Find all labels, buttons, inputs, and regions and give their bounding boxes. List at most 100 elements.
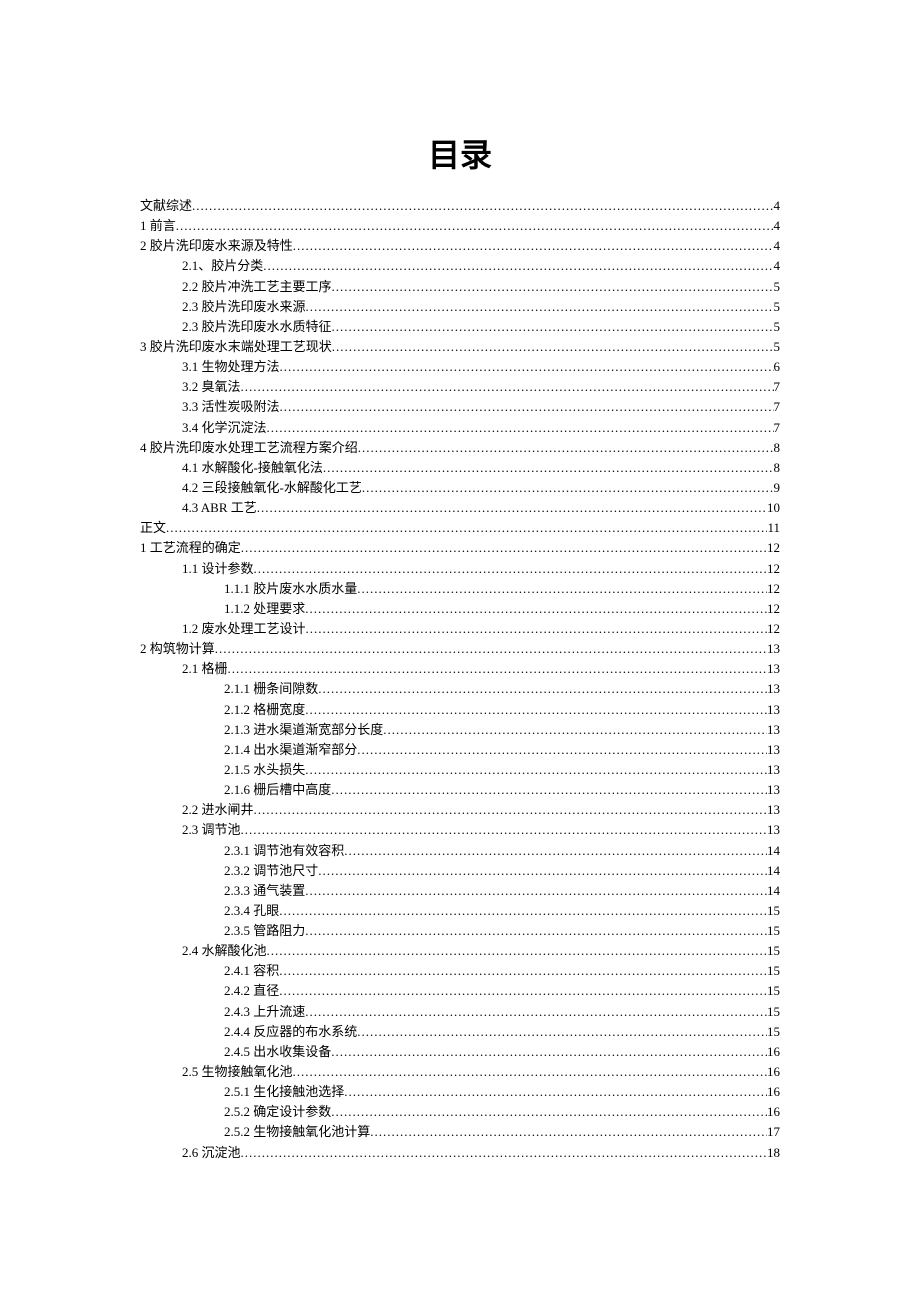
toc-entry-label: 正文 <box>140 518 166 538</box>
toc-entry-dots: ........................................… <box>318 861 767 881</box>
toc-entry-label: 1.1.2 处理要求 <box>224 599 305 619</box>
toc-entry: 2.2 胶片冲洗工艺主要工序..........................… <box>140 277 780 297</box>
toc-entry-dots: ........................................… <box>331 1042 767 1062</box>
toc-entry: 2.4.2 直径................................… <box>140 981 780 1001</box>
toc-entry-label: 4 胶片洗印废水处理工艺流程方案介绍 <box>140 438 358 458</box>
toc-entry-page: 15 <box>767 961 780 981</box>
toc-entry-label: 2.3.4 孔眼 <box>224 901 279 921</box>
toc-entry-page: 7 <box>774 397 781 417</box>
toc-entry: 2.1.3 进水渠道渐宽部分长度........................… <box>140 720 780 740</box>
toc-entry-dots: ........................................… <box>383 720 767 740</box>
toc-entry-page: 5 <box>774 317 781 337</box>
toc-entry-page: 9 <box>774 478 781 498</box>
toc-entry-label: 2.3 调节池 <box>182 820 241 840</box>
toc-entry-dots: ........................................… <box>166 518 767 538</box>
toc-entry-dots: ........................................… <box>357 1022 767 1042</box>
toc-entry-label: 2.1.1 栅条间隙数 <box>224 679 318 699</box>
toc-entry-dots: ........................................… <box>344 1082 767 1102</box>
toc-entry-label: 3 胶片洗印废水末端处理工艺现状 <box>140 337 332 357</box>
toc-entry-label: 2.5.1 生化接触池选择 <box>224 1082 344 1102</box>
toc-entry: 2.3 胶片洗印废水水质特征..........................… <box>140 317 780 337</box>
toc-entry: 1.2 废水处理工艺设计............................… <box>140 619 780 639</box>
toc-entry-page: 15 <box>767 901 780 921</box>
toc-entry-page: 14 <box>767 861 780 881</box>
toc-entry-dots: ........................................… <box>305 700 767 720</box>
toc-entry-label: 2.4.2 直径 <box>224 981 279 1001</box>
toc-entry-page: 15 <box>767 921 780 941</box>
toc-entry-dots: ........................................… <box>332 277 774 297</box>
toc-entry-label: 2.3 胶片洗印废水来源 <box>182 297 306 317</box>
toc-entry: 2.4 水解酸化池...............................… <box>140 941 780 961</box>
toc-entry-page: 7 <box>774 377 781 397</box>
toc-entry-page: 8 <box>774 438 781 458</box>
toc-entry-page: 13 <box>767 760 780 780</box>
toc-entry-label: 3.3 活性炭吸附法 <box>182 397 280 417</box>
toc-entry-page: 16 <box>767 1062 780 1082</box>
toc-entry-dots: ........................................… <box>293 236 774 256</box>
toc-entry-label: 2.3.3 通气装置 <box>224 881 305 901</box>
toc-entry: 2.3 胶片洗印废水来源............................… <box>140 297 780 317</box>
toc-entry: 2.1 格栅..................................… <box>140 659 780 679</box>
toc-entry-label: 2.2 进水闸井 <box>182 800 254 820</box>
toc-entry-dots: ........................................… <box>241 820 767 840</box>
toc-entry-page: 13 <box>767 639 780 659</box>
toc-entry-page: 13 <box>767 740 780 760</box>
toc-entry-page: 11 <box>767 518 780 538</box>
toc-entry: 3.4 化学沉淀法...............................… <box>140 418 780 438</box>
toc-entry-label: 3.1 生物处理方法 <box>182 357 280 377</box>
toc-entry-page: 15 <box>767 1002 780 1022</box>
toc-entry-page: 5 <box>774 277 781 297</box>
toc-entry-dots: ........................................… <box>305 921 767 941</box>
toc-entry-dots: ........................................… <box>215 639 767 659</box>
toc-entry-dots: ........................................… <box>267 941 767 961</box>
toc-entry-page: 7 <box>774 418 781 438</box>
toc-entry: 4.2 三段接触氧化-水解酸化工艺 ......................… <box>140 478 780 498</box>
toc-entry: 3.3 活性炭吸附法..............................… <box>140 397 780 417</box>
toc-entry-dots: ........................................… <box>323 458 774 478</box>
toc-list: 文献综述....................................… <box>140 196 780 1163</box>
toc-entry-dots: ........................................… <box>305 760 767 780</box>
toc-entry: 2 胶片洗印废水来源及特性...........................… <box>140 236 780 256</box>
toc-entry: 正文......................................… <box>140 518 780 538</box>
toc-entry-dots: ........................................… <box>370 1122 767 1142</box>
toc-entry-dots: ........................................… <box>358 438 774 458</box>
toc-entry-dots: ........................................… <box>331 1102 767 1122</box>
toc-entry-dots: ........................................… <box>267 418 774 438</box>
toc-entry-label: 2.3.2 调节池尺寸 <box>224 861 318 881</box>
toc-entry: 2.3.1 调节池有效容积...........................… <box>140 841 780 861</box>
toc-entry-page: 13 <box>767 820 780 840</box>
toc-entry-label: 2.4.3 上升流速 <box>224 1002 305 1022</box>
toc-entry: 1.1.2 处理要求..............................… <box>140 599 780 619</box>
toc-entry-label: 2.1.4 出水渠道渐窄部分 <box>224 740 357 760</box>
toc-entry: 2.4.4 反应器的布水系统..........................… <box>140 1022 780 1042</box>
toc-entry-label: 2.1.6 栅后槽中高度 <box>224 780 331 800</box>
toc-entry-page: 12 <box>767 619 780 639</box>
toc-entry-dots: ........................................… <box>332 337 774 357</box>
toc-entry-label: 2.1、胶片分类 <box>182 256 263 276</box>
toc-entry-page: 15 <box>767 981 780 1001</box>
toc-entry-label: 2.1.3 进水渠道渐宽部分长度 <box>224 720 383 740</box>
toc-entry-page: 13 <box>767 659 780 679</box>
toc-entry-page: 14 <box>767 841 780 861</box>
toc-entry: 2 构筑物计算.................................… <box>140 639 780 659</box>
toc-entry-label: 1 前言 <box>140 216 176 236</box>
toc-entry-label: 3.2 臭氧法 <box>182 377 241 397</box>
toc-entry-dots: ........................................… <box>176 216 774 236</box>
toc-entry: 2.1.4 出水渠道渐窄部分..........................… <box>140 740 780 760</box>
toc-entry-dots: ........................................… <box>280 397 774 417</box>
toc-entry-dots: ........................................… <box>280 357 774 377</box>
toc-entry-label: 2.4.1 容积 <box>224 961 279 981</box>
toc-entry-label: 1.1 设计参数 <box>182 559 254 579</box>
toc-entry-dots: ........................................… <box>306 297 774 317</box>
toc-entry: 3.2 臭氧法.................................… <box>140 377 780 397</box>
toc-entry-page: 12 <box>767 579 780 599</box>
toc-entry-label: 2.4 水解酸化池 <box>182 941 267 961</box>
toc-entry-label: 1.1.1 胶片废水水质水量 <box>224 579 357 599</box>
toc-entry: 2.5.2 生物接触氧化池计算.........................… <box>140 1122 780 1142</box>
toc-entry-page: 13 <box>767 780 780 800</box>
toc-entry: 2.3.3 通气装置..............................… <box>140 881 780 901</box>
toc-entry-dots: ........................................… <box>254 800 767 820</box>
toc-entry: 2.3.4 孔眼................................… <box>140 901 780 921</box>
toc-entry: 2.6 沉淀池.................................… <box>140 1143 780 1163</box>
toc-entry-label: 2.4.5 出水收集设备 <box>224 1042 331 1062</box>
